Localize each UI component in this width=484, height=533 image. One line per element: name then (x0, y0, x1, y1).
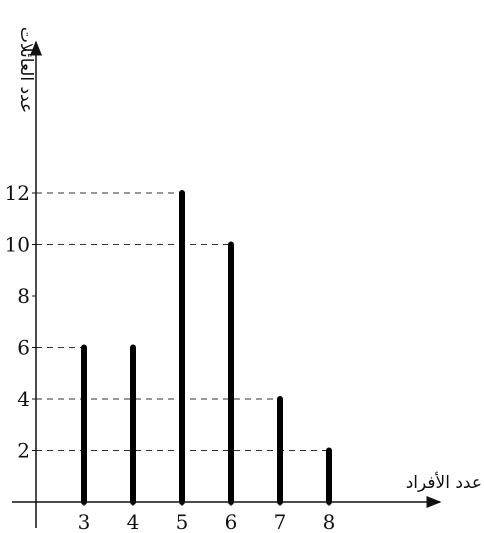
y-tick-label-8: 8 (17, 284, 30, 308)
x-tick-label-8: 8 (323, 510, 336, 533)
y-axis-title: عدد العائلات (16, 27, 36, 113)
x-tick-label-4: 4 (127, 510, 140, 533)
y-tick-label-10: 10 (5, 233, 30, 257)
tick-labels: 2 4 6 8 10 12 3 4 5 6 7 8 (5, 181, 336, 533)
x-tick-label-7: 7 (274, 510, 287, 533)
x-tick-label-3: 3 (78, 510, 91, 533)
x-axis-title: عدد الأفراد (406, 472, 482, 493)
y-tick-label-6: 6 (17, 336, 30, 360)
y-tick-label-4: 4 (17, 387, 30, 411)
x-tick-label-6: 6 (225, 510, 238, 533)
y-tick-label-2: 2 (17, 439, 30, 463)
y-tick-label-12: 12 (5, 181, 30, 205)
x-tick-label-5: 5 (176, 510, 189, 533)
bars (81, 190, 332, 505)
